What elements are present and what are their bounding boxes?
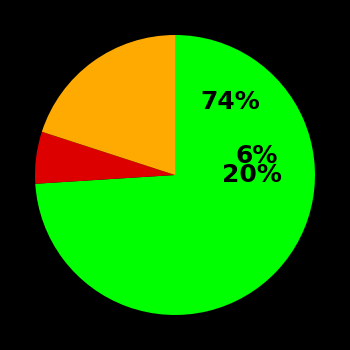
Text: 74%: 74% (200, 90, 260, 114)
Wedge shape (42, 35, 175, 175)
Text: 20%: 20% (222, 163, 282, 187)
Text: 6%: 6% (236, 144, 278, 168)
Wedge shape (35, 35, 315, 315)
Wedge shape (35, 132, 175, 184)
